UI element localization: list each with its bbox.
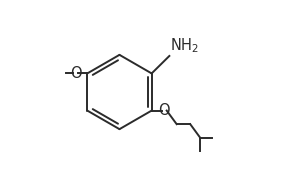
Text: NH$_2$: NH$_2$ <box>170 36 199 55</box>
Text: O: O <box>158 103 170 118</box>
Text: O: O <box>70 66 81 81</box>
